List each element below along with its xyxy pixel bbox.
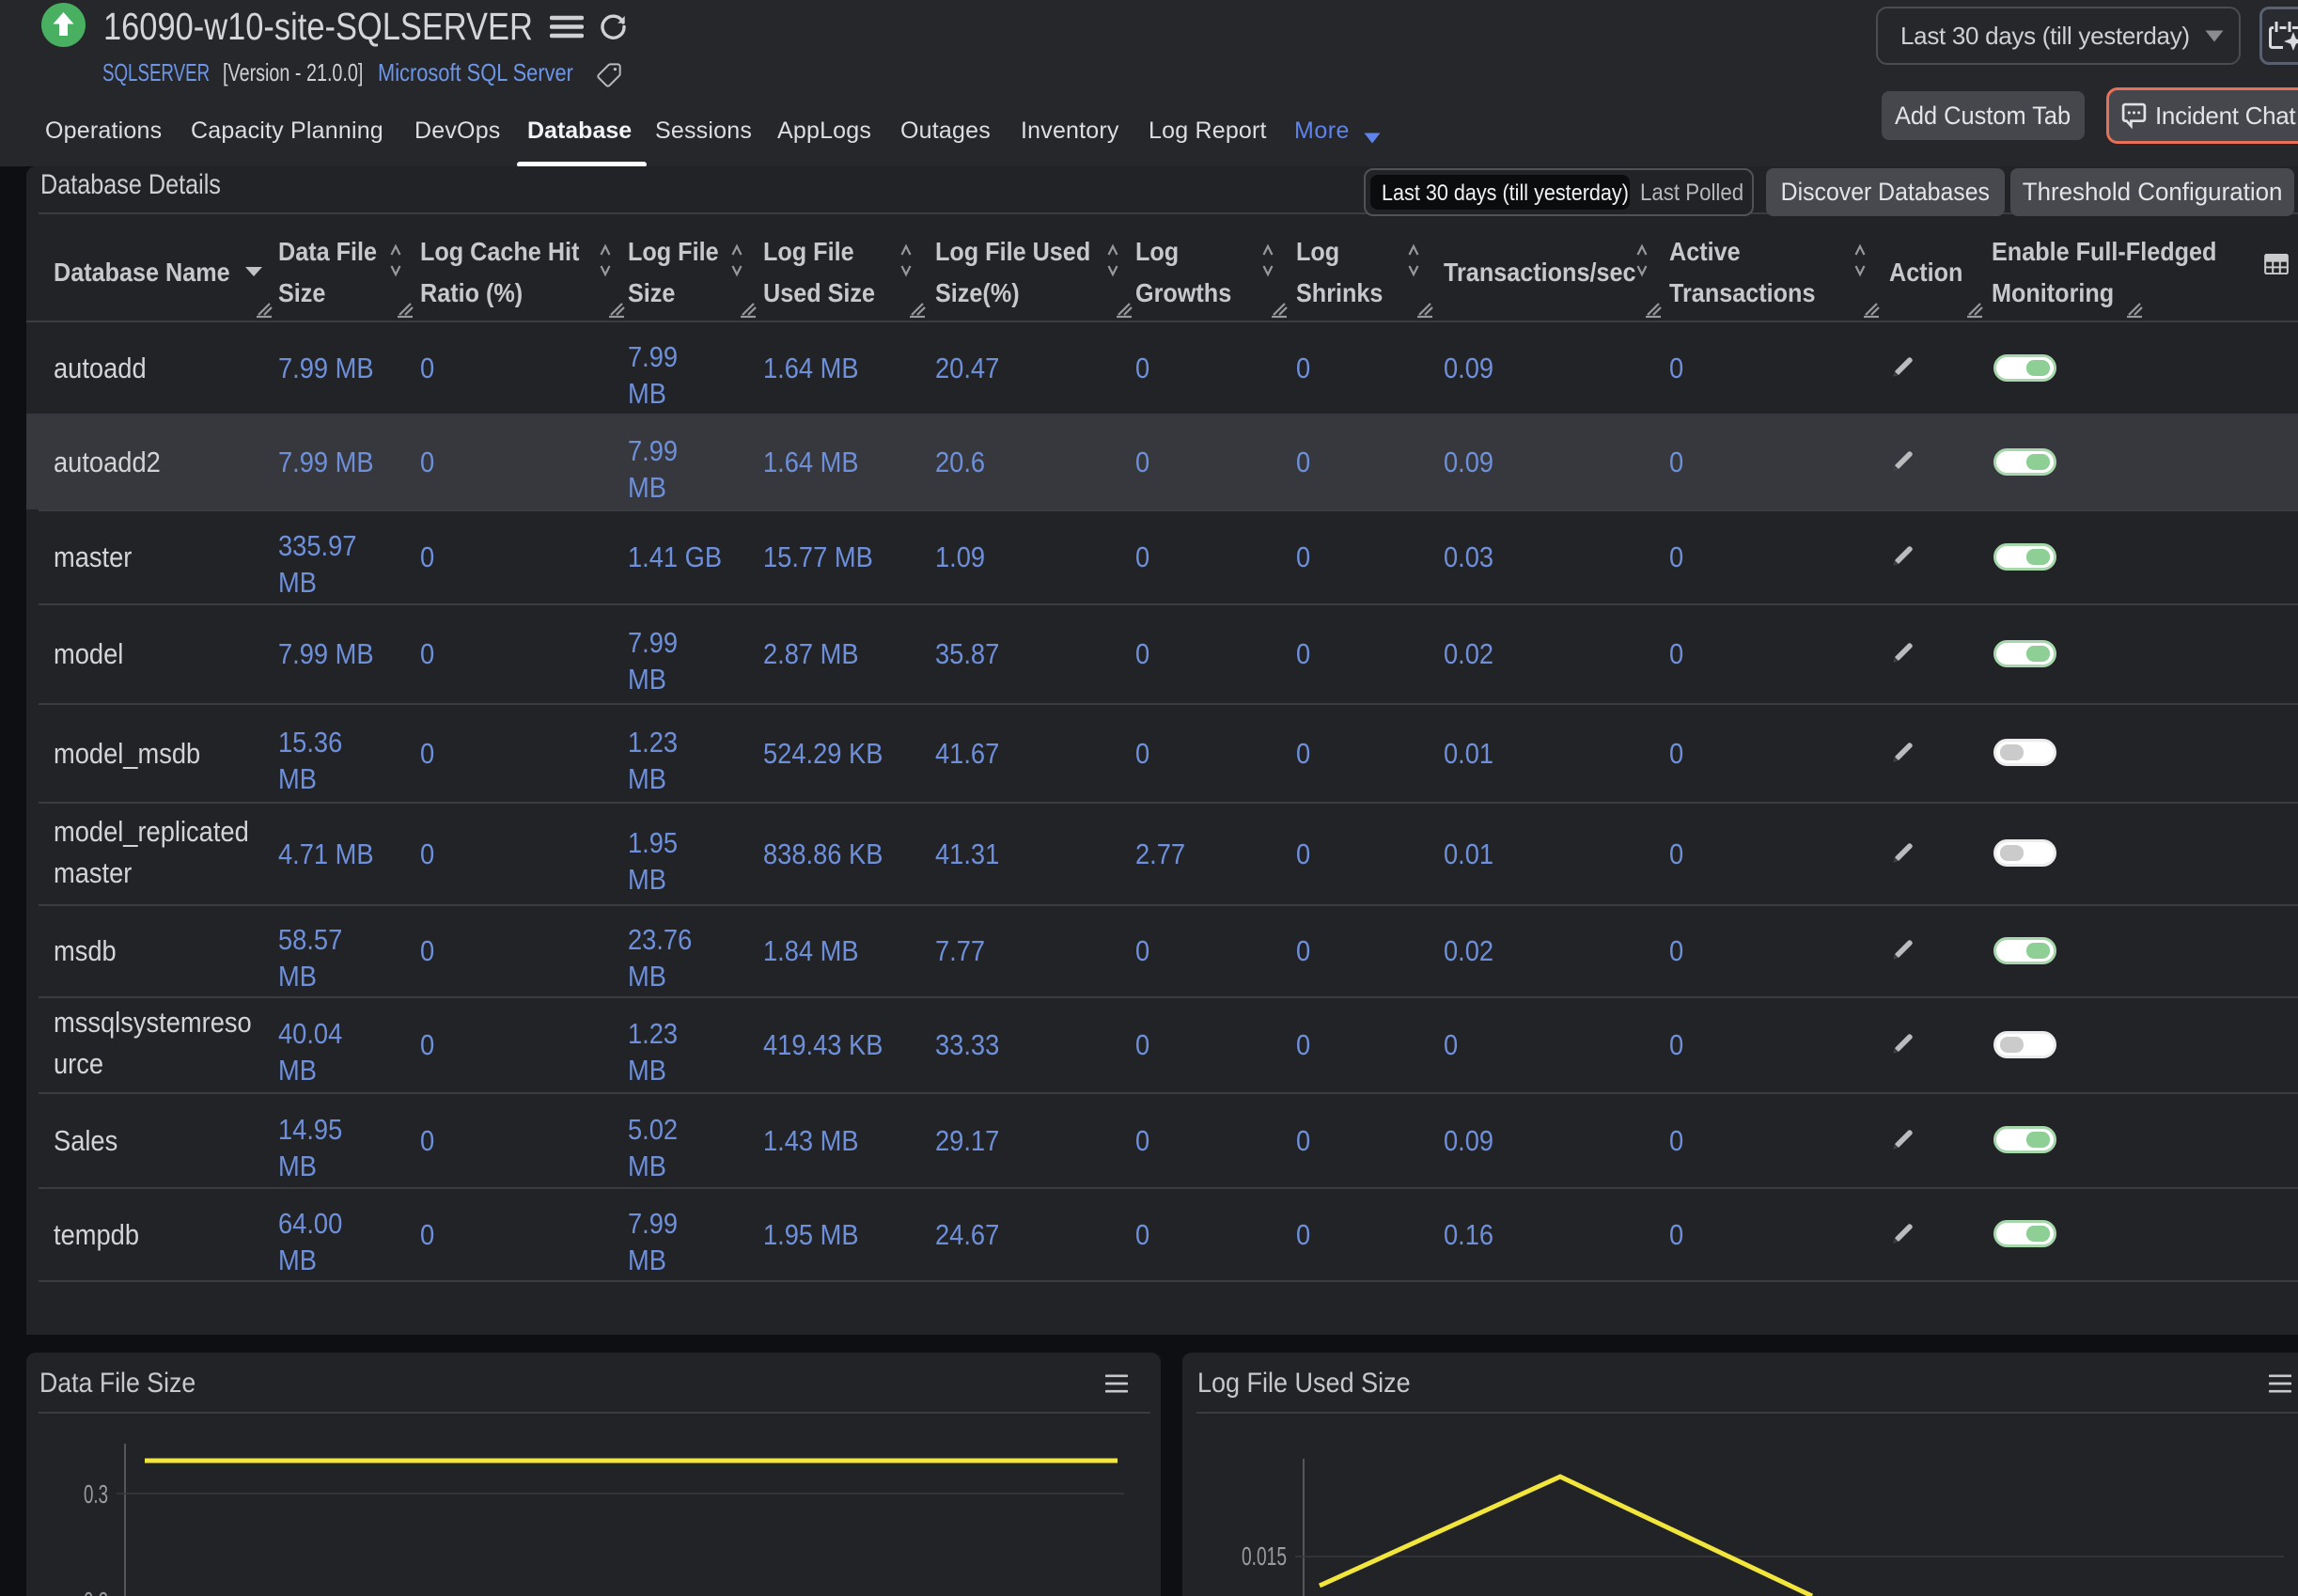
svg-text:0.015: 0.015 xyxy=(1242,1541,1287,1571)
svg-text:0.2: 0.2 xyxy=(84,1587,108,1596)
svg-text:0.3: 0.3 xyxy=(84,1479,108,1509)
